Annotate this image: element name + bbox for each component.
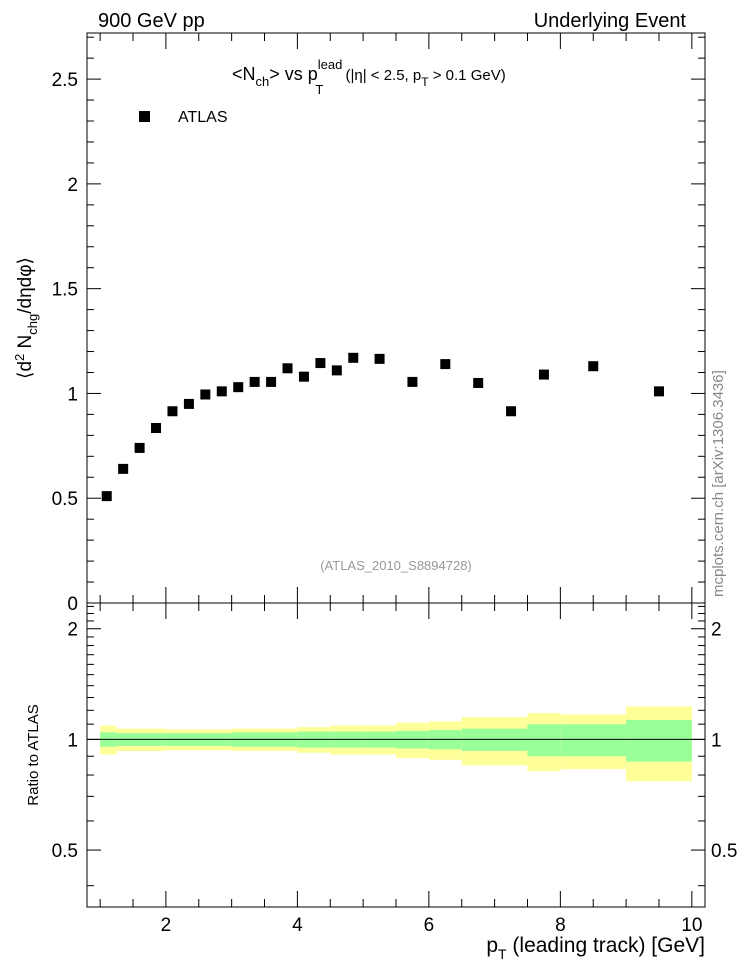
chart-title: <Nch> vs plead T (|η| < 2.5, pT > 0.1 GeV… [232, 57, 506, 97]
title-main: <N [232, 64, 256, 84]
data-point [167, 406, 178, 417]
title-cuts-b: > 0.1 GeV) [429, 67, 506, 84]
y-label-suffix: /dηdφ⟩ [15, 257, 36, 314]
main-x-ticks [99, 33, 693, 603]
x-label-prefix: p [486, 934, 498, 957]
data-point [216, 386, 227, 397]
title-cuts-a: (|η| < 2.5, p [341, 67, 421, 84]
data-point [538, 369, 549, 380]
title-main-sub: ch [256, 74, 270, 89]
y-label-sup: 2 [12, 354, 27, 361]
x-tick-label: 6 [424, 915, 435, 936]
main-y-tick-label: 0 [67, 594, 78, 615]
title-lead-sub: T [315, 82, 323, 97]
data-point [374, 353, 385, 364]
data-point [407, 376, 418, 387]
ratio-y-ticks: 0.5 0.5 1 1 2 2 [52, 605, 737, 887]
ratio-y-tick-label-left: 0.5 [52, 841, 78, 862]
ratio-y-axis-label: Ratio to ATLAS [25, 704, 42, 805]
main-y-tick-label: 2.5 [52, 70, 78, 91]
side-label: mcplots.cern.ch [arXiv:1306.3436] [710, 370, 727, 597]
data-point [282, 363, 293, 374]
main-y-tick-label: 2 [67, 175, 78, 196]
title-vs: > vs p [269, 64, 318, 84]
legend-label: ATLAS [178, 109, 228, 126]
ratio-y-tick-label-left: 1 [67, 730, 78, 751]
data-point [506, 406, 517, 417]
data-point [588, 361, 599, 372]
data-point [331, 365, 342, 376]
data-point [200, 389, 211, 400]
ratio-y-tick-label-right: 1 [711, 730, 722, 751]
ratio-band-inner [527, 724, 561, 757]
ratio-y-tick-label-right: 2 [711, 620, 722, 641]
data-point [473, 377, 484, 388]
y-label-prefix: ⟨d [15, 361, 36, 379]
data-point [653, 386, 664, 397]
legend-marker [139, 111, 150, 122]
ratio-band-inner [560, 724, 627, 757]
x-tick-label: 10 [681, 915, 702, 936]
title-cuts-sub: T [421, 75, 429, 89]
main-y-tick-label: 1.5 [52, 280, 78, 301]
ratio-y-tick-label-right: 0.5 [711, 841, 737, 862]
main-y-tick-label: 1 [67, 384, 78, 405]
x-tick-label: 4 [292, 915, 303, 936]
header-right: Underlying Event [534, 10, 687, 32]
y-label-sub: chg [25, 314, 40, 335]
x-tick-label: 2 [161, 915, 172, 936]
data-point [134, 442, 145, 453]
x-axis-label: pT (leading track) [GeV] [486, 934, 705, 962]
data-point [183, 398, 194, 409]
x-label-suffix: (leading track) [GeV] [507, 934, 705, 957]
header-left: 900 GeV pp [98, 10, 205, 32]
x-tick-label: 8 [555, 915, 566, 936]
y-axis-label: ⟨d2 Nchg/dηdφ⟩ [12, 257, 40, 379]
data-point [315, 358, 326, 369]
ratio-x-ticks: 2 4 6 8 10 [99, 603, 702, 936]
data-point [348, 352, 359, 363]
main-data-points [101, 352, 664, 502]
ratio-bands [100, 706, 692, 782]
data-point [440, 359, 451, 370]
data-point [151, 423, 162, 434]
ratio-band-inner [626, 719, 692, 762]
analysis-label: (ATLAS_2010_S8894728) [320, 558, 472, 573]
title-lead-sup: lead [318, 57, 343, 72]
data-point [101, 491, 112, 502]
data-point [249, 376, 260, 387]
data-point [298, 371, 309, 382]
data-point [118, 463, 129, 474]
x-label-sub: T [498, 946, 507, 962]
y-label-mid: N [15, 335, 36, 354]
ratio-y-tick-label-left: 2 [67, 620, 78, 641]
data-point [233, 382, 244, 393]
main-y-tick-label: 0.5 [52, 489, 78, 510]
data-point [266, 376, 277, 387]
main-y-ticks: 0 0.5 1 1.5 2 2.5 [52, 36, 705, 615]
